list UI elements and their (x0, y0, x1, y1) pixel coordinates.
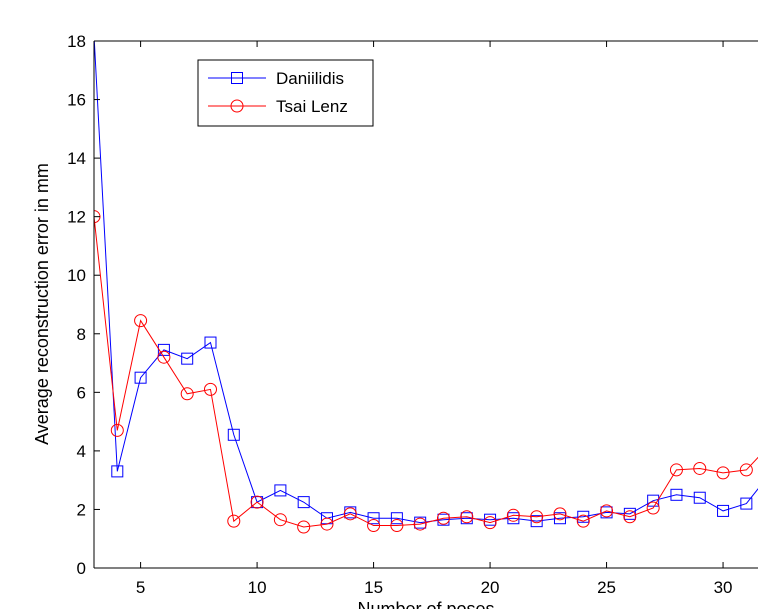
data-point-daniilidis (717, 504, 730, 517)
y-tick-label: 2 (77, 500, 86, 519)
data-point-daniilidis (94, 41, 100, 42)
data-point-tsai-lenz (203, 382, 217, 396)
x-tick-label: 25 (597, 578, 616, 597)
x-tick-label: 20 (481, 578, 500, 597)
data-point-tsai-lenz (646, 501, 660, 515)
plot-background (94, 41, 758, 568)
data-point-tsai-lenz (506, 508, 520, 522)
legend-marker-tsai-lenz (230, 99, 244, 113)
data-point-tsai-lenz (460, 510, 474, 524)
data-point-tsai-lenz (273, 513, 287, 527)
y-tick-label: 0 (77, 559, 86, 578)
data-point-daniilidis (693, 491, 706, 504)
data-point-daniilidis (577, 510, 590, 523)
data-point-tsai-lenz (693, 461, 707, 475)
data-point-tsai-lenz (110, 423, 124, 437)
data-point-tsai-lenz (553, 507, 567, 521)
data-point-tsai-lenz (297, 520, 311, 534)
data-point-tsai-lenz (413, 517, 427, 531)
data-point-tsai-lenz (250, 495, 264, 509)
data-point-daniilidis (367, 512, 380, 525)
data-point-tsai-lenz (530, 510, 544, 524)
y-tick-label: 6 (77, 383, 86, 402)
data-point-tsai-lenz (436, 511, 450, 525)
data-point-daniilidis (740, 497, 753, 510)
legend-box (197, 59, 374, 127)
legend-marker-daniilidis (231, 72, 243, 84)
y-tick-label: 10 (67, 266, 86, 285)
data-point-tsai-lenz (367, 519, 381, 533)
data-point-tsai-lenz (739, 463, 753, 477)
data-point-tsai-lenz (623, 510, 637, 524)
data-point-tsai-lenz (716, 466, 730, 480)
data-point-daniilidis (157, 343, 170, 356)
data-point-tsai-lenz (180, 387, 194, 401)
y-axis-label: Average reconstruction error in mm (32, 163, 52, 445)
series-line-tsai-lenz (94, 216, 758, 528)
data-point-tsai-lenz (227, 514, 241, 528)
data-point-daniilidis (111, 465, 124, 478)
data-point-tsai-lenz (483, 516, 497, 530)
data-point-daniilidis (297, 496, 310, 509)
y-tick-label: 16 (67, 91, 86, 110)
y-tick-label: 18 (67, 32, 86, 51)
data-point-daniilidis (390, 512, 403, 525)
x-tick-label: 5 (136, 578, 145, 597)
y-tick-label: 14 (67, 149, 86, 168)
x-axis-label: Number of poses (357, 599, 494, 609)
data-point-daniilidis (274, 484, 287, 497)
data-point-tsai-lenz (157, 350, 171, 364)
y-tick-label: 12 (67, 208, 86, 227)
x-tick-label: 15 (364, 578, 383, 597)
data-point-daniilidis (181, 352, 194, 365)
x-tick-label: 30 (714, 578, 733, 597)
data-point-tsai-lenz (576, 514, 590, 528)
data-point-daniilidis (227, 428, 240, 441)
data-point-daniilidis (647, 494, 660, 507)
legend-label-daniilidis: Daniilidis (276, 69, 344, 88)
data-point-daniilidis (134, 371, 147, 384)
data-point-tsai-lenz (390, 519, 404, 533)
data-point-daniilidis (553, 512, 566, 525)
data-point-tsai-lenz (600, 504, 614, 518)
data-point-daniilidis (670, 488, 683, 501)
data-point-tsai-lenz (669, 463, 683, 477)
data-point-tsai-lenz (343, 507, 357, 521)
x-tick-label: 10 (248, 578, 267, 597)
y-tick-label: 4 (77, 442, 86, 461)
legend: Daniilidis Tsai Lenz (197, 59, 374, 127)
data-point-tsai-lenz (134, 314, 148, 328)
legend-label-tsai-lenz: Tsai Lenz (276, 97, 348, 116)
data-point-daniilidis (204, 336, 217, 349)
data-point-tsai-lenz (320, 517, 334, 531)
data-point-daniilidis (530, 515, 543, 528)
y-tick-label: 8 (77, 325, 86, 344)
